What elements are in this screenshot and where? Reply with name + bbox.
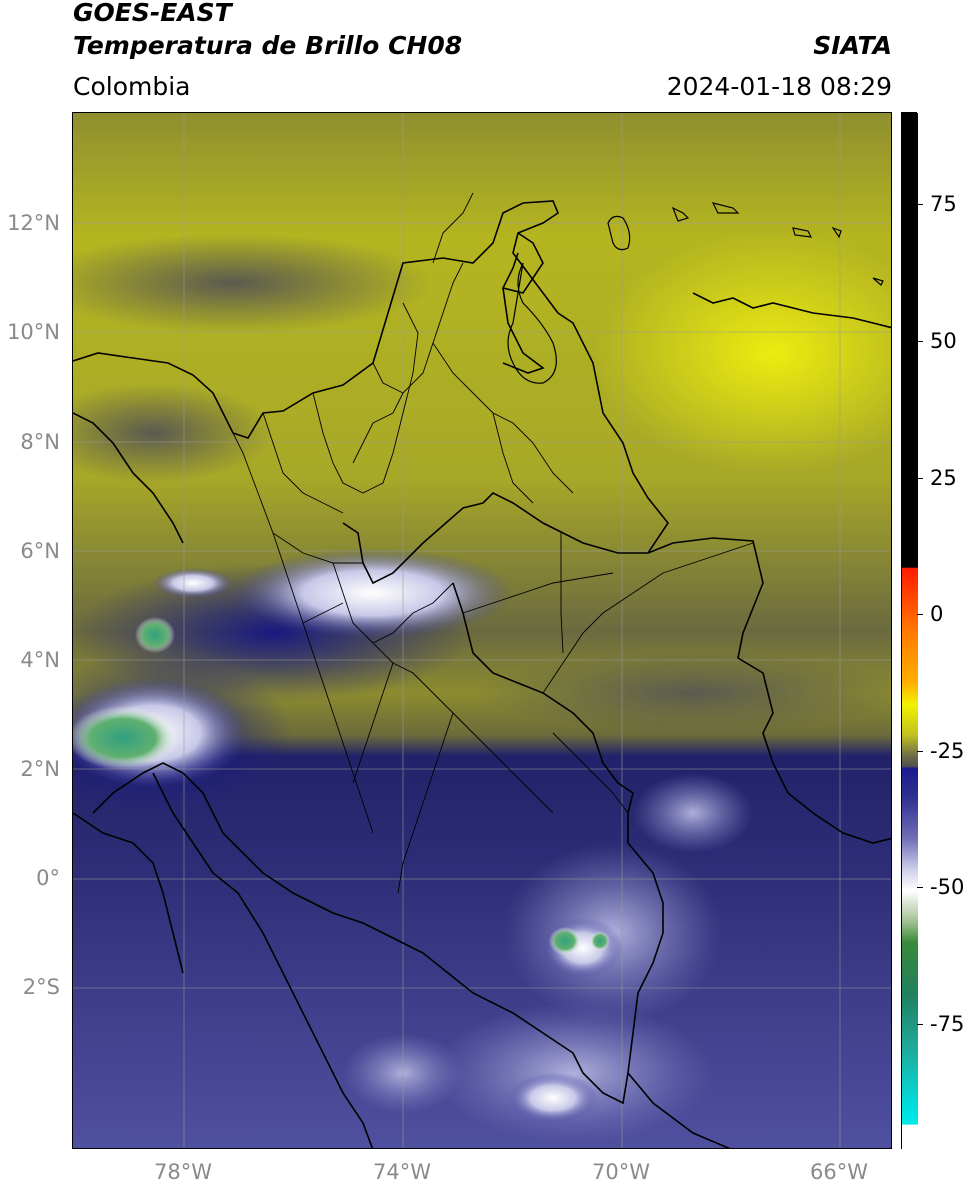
lon-label-78w: 78°W: [154, 1160, 212, 1184]
lat-label-8n: 8°N: [20, 430, 60, 454]
cold-cloud-top-5: [508, 1073, 598, 1123]
satellite-title: GOES-EAST: [73, 0, 232, 27]
colorbar-scale: [902, 113, 918, 1150]
colorbar-tick: [917, 204, 923, 205]
lon-label-66w: 66°W: [810, 1160, 868, 1184]
colorbar-tick: [917, 887, 923, 888]
colorbar-label-25: 25: [930, 466, 957, 490]
colorbar-label-minus25: -25: [930, 739, 965, 763]
cold-cloud-top-1: [233, 548, 513, 638]
cloud-field-east: [633, 773, 753, 853]
colorbar-label-75: 75: [930, 192, 957, 216]
cool-band-north: [73, 233, 433, 333]
lon-label-70w: 70°W: [592, 1160, 650, 1184]
cold-cloud-top-2: [153, 568, 233, 598]
colorbar-tick: [917, 341, 923, 342]
very-cold-top-2: [135, 617, 175, 653]
colorbar-tick: [917, 614, 923, 615]
lon-label-74w: 74°W: [373, 1160, 431, 1184]
satellite-map[interactable]: [72, 112, 892, 1149]
graticule: [73, 113, 891, 1148]
timestamp-label: 2024-01-18 08:29: [666, 72, 892, 101]
lat-label-2n: 2°N: [20, 757, 60, 781]
lat-label-10n: 10°N: [7, 320, 60, 344]
lat-label-0: 0°: [36, 866, 60, 890]
lat-label-12n: 12°N: [7, 211, 60, 235]
colorbar-tick: [917, 478, 923, 479]
colorbar-label-minus75: -75: [930, 1012, 965, 1036]
region-label: Colombia: [73, 72, 191, 101]
colorbar-label-minus50: -50: [930, 875, 965, 899]
map-canvas: [73, 113, 891, 1148]
country-borders: [73, 200, 891, 1148]
warm-area: [593, 233, 891, 473]
colorbar: [901, 112, 918, 1150]
colorbar-label-50: 50: [930, 329, 957, 353]
agency-label: SIATA: [813, 31, 892, 60]
lat-label-4n: 4°N: [20, 648, 60, 672]
coastline-islands: [507, 202, 884, 384]
lat-label-2s: 2°S: [22, 975, 60, 999]
very-cold-top-4: [590, 931, 610, 951]
colorbar-tick: [917, 1024, 923, 1025]
very-cold-top-1: [73, 706, 178, 770]
product-title: Temperatura de Brillo CH08: [73, 31, 463, 60]
cool-band-east: [473, 653, 891, 733]
lat-label-6n: 6°N: [20, 539, 60, 563]
colorbar-label-0: 0: [930, 602, 944, 626]
colorbar-tick: [917, 751, 923, 752]
cloud-field-south: [433, 1003, 713, 1143]
very-cold-top-3: [549, 927, 581, 955]
department-borders: [222, 192, 754, 894]
